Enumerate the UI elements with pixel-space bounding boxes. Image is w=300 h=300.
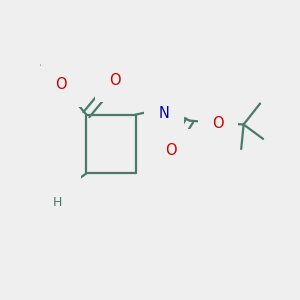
Text: O: O [165,143,177,158]
Text: O: O [109,73,121,88]
Text: O: O [55,77,67,92]
Text: H: H [53,178,63,191]
Text: O: O [212,116,224,130]
Text: N: N [56,187,66,202]
Text: H: H [161,96,170,109]
Text: H: H [53,196,63,209]
Text: N: N [159,106,170,122]
